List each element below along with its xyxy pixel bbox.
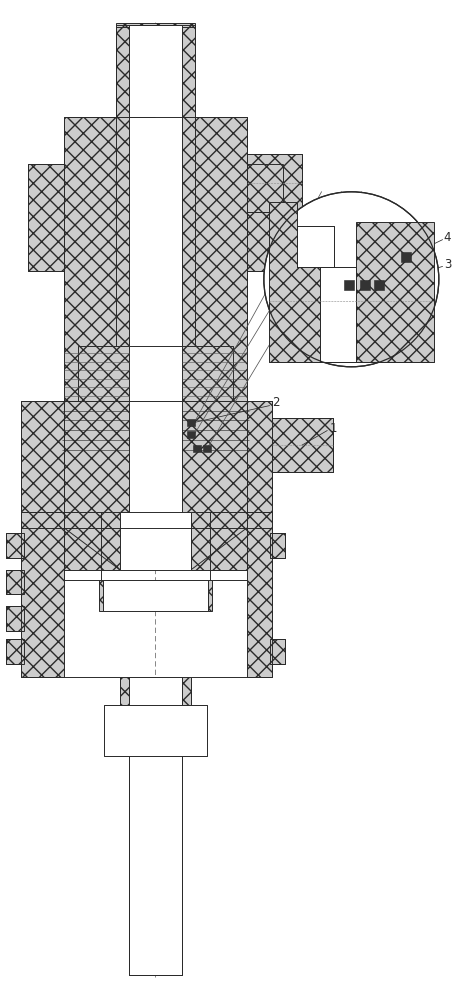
Bar xyxy=(269,533,284,558)
Polygon shape xyxy=(64,528,119,570)
Bar xyxy=(359,280,369,290)
Polygon shape xyxy=(268,202,319,362)
Bar xyxy=(344,280,354,290)
Circle shape xyxy=(263,192,438,367)
Bar xyxy=(356,222,433,362)
Bar xyxy=(247,164,282,271)
Polygon shape xyxy=(319,267,356,362)
Polygon shape xyxy=(191,528,247,570)
Bar xyxy=(182,677,191,705)
Bar xyxy=(247,401,271,528)
Bar xyxy=(6,533,24,558)
Bar xyxy=(78,346,129,401)
Bar xyxy=(269,639,284,664)
Bar xyxy=(103,580,208,611)
Bar xyxy=(129,677,182,705)
Bar xyxy=(129,117,182,401)
Bar xyxy=(6,606,24,631)
Bar xyxy=(64,512,119,570)
Bar xyxy=(193,445,200,452)
Bar xyxy=(129,346,182,401)
Bar xyxy=(208,580,212,611)
Bar xyxy=(271,418,333,472)
Bar xyxy=(187,431,195,438)
Bar xyxy=(28,164,64,271)
Bar xyxy=(373,280,383,290)
Bar xyxy=(119,677,129,705)
Bar xyxy=(182,346,233,401)
Bar xyxy=(64,401,129,528)
Bar xyxy=(191,512,247,570)
Text: 1: 1 xyxy=(329,422,336,435)
Text: 3: 3 xyxy=(443,258,450,271)
Bar xyxy=(182,117,247,401)
Bar xyxy=(64,117,129,401)
Bar xyxy=(182,25,195,346)
Bar xyxy=(21,401,64,528)
Bar xyxy=(400,252,410,262)
Bar xyxy=(129,677,182,975)
Text: 2: 2 xyxy=(271,396,279,409)
Bar xyxy=(116,23,195,27)
Bar xyxy=(104,705,207,756)
Bar xyxy=(129,401,182,528)
Bar xyxy=(247,512,271,677)
Bar xyxy=(187,419,195,426)
Bar xyxy=(6,639,24,664)
Bar xyxy=(116,25,129,346)
Text: 4: 4 xyxy=(443,231,450,244)
Bar xyxy=(21,512,64,677)
Bar xyxy=(296,226,334,267)
Bar xyxy=(129,25,182,346)
Bar xyxy=(99,580,103,611)
Bar xyxy=(119,512,191,570)
Bar xyxy=(182,401,247,528)
Bar xyxy=(203,445,210,452)
Bar xyxy=(6,570,24,594)
Bar xyxy=(247,154,301,212)
